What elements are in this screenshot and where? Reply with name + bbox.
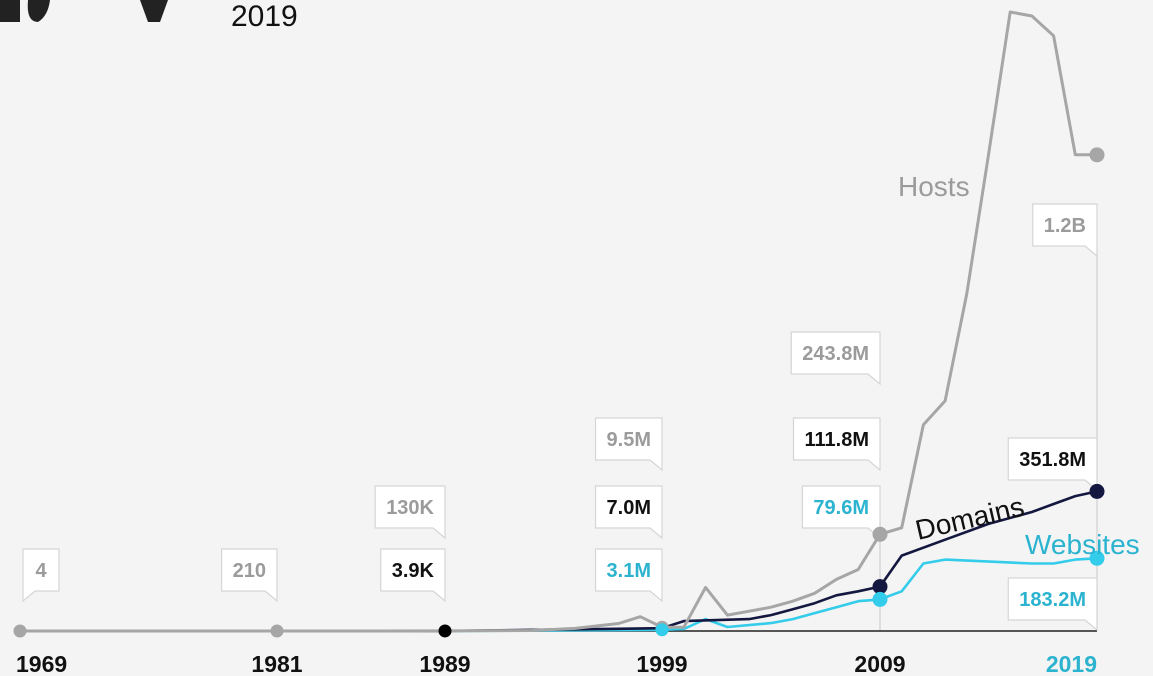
- callout-1999-websites-box: [594, 548, 663, 603]
- marker-websites-2019: [1089, 550, 1105, 566]
- callout-1999-domains-box: [594, 485, 663, 540]
- callout-2009-websites-text: 79.6M: [813, 497, 869, 519]
- marker-hosts-2009: [872, 526, 888, 542]
- marker-hosts-1981: [270, 624, 284, 638]
- x-tick-1981: 1981: [251, 651, 302, 676]
- x-tick-2019: 2019: [1046, 651, 1097, 676]
- callout-2009-hosts-box: [790, 331, 881, 386]
- callout-2019-domains: 351.8M: [1007, 437, 1098, 492]
- callout-2019-hosts-box: [1032, 203, 1098, 258]
- callout-1989-hosts-text: 130K: [386, 497, 434, 519]
- x-tick-1999: 1999: [636, 651, 687, 676]
- x-tick-1969: 1969: [16, 651, 67, 676]
- callout-1999-domains-text: 7.0M: [607, 497, 651, 519]
- series-line-websites: [20, 557, 1098, 633]
- series-line-hosts: [20, 10, 1097, 633]
- callout-2009-domains: 111.8M: [792, 417, 881, 472]
- callout-2019-websites-box: [1007, 577, 1098, 632]
- callout-1999-domains: 7.0M: [594, 485, 663, 540]
- callout-2019-domains-box: [1007, 437, 1098, 492]
- callout-1989-hosts: 130K: [374, 485, 446, 540]
- callout-2009-websites: 79.6M: [801, 485, 881, 540]
- callout-1981-hosts-box: [221, 548, 278, 603]
- callout-2019-hosts-text: 1.2B: [1044, 215, 1086, 237]
- callout-1981-hosts: 210: [221, 548, 278, 603]
- callout-1989-domains-text: 3.9K: [392, 560, 435, 582]
- callout-1969-hosts: 4: [22, 548, 60, 603]
- marker-hosts-2019: [1089, 147, 1105, 163]
- x-tick-1989: 1989: [419, 651, 470, 676]
- callout-1969-hosts-text: 4: [35, 560, 47, 582]
- callout-1999-hosts-box: [594, 417, 663, 472]
- callout-1999-websites-text: 3.1M: [607, 560, 651, 582]
- callout-2019-hosts: 1.2B: [1032, 203, 1098, 258]
- series-label-domains: Domains: [912, 491, 1027, 546]
- x-tick-2009: 2009: [854, 651, 905, 676]
- callout-1981-hosts-text: 210: [233, 560, 266, 582]
- callout-1989-domains: 3.9K: [380, 548, 446, 603]
- marker-domains-2009: [872, 579, 888, 595]
- chart-subtitle: 2019: [231, 0, 298, 33]
- x-tick-labels: 1969 1981 1989 1999 2009 2019: [16, 651, 1097, 676]
- series-label-websites: Websites: [1025, 529, 1140, 560]
- marker-hosts-1989: [438, 624, 452, 638]
- marker-websites-1999: [655, 623, 669, 637]
- marker-hosts-1969: [13, 624, 27, 638]
- series-group: [20, 10, 1098, 633]
- series-label-hosts: Hosts: [898, 171, 970, 202]
- callout-2009-hosts-text: 243.8M: [802, 343, 869, 365]
- callout-2019-websites-text: 183.2M: [1019, 589, 1086, 611]
- callout-2019-websites: 183.2M: [1007, 577, 1098, 632]
- callout-2009-hosts: 243.8M: [790, 331, 881, 386]
- callout-2009-domains-box: [792, 417, 881, 472]
- markers-group: [13, 147, 1105, 638]
- title-fragment: [0, 0, 168, 22]
- callout-1999-websites: 3.1M: [594, 548, 663, 603]
- callout-1969-hosts-box: [22, 548, 60, 603]
- callout-1999-hosts-text: 9.5M: [607, 429, 651, 451]
- callouts-group: 4 210 3.9K 130K 3.1M 7.0M 9.5M 79.6M 111.8M 243.8…: [22, 203, 1098, 632]
- marker-domains-2019: [1089, 483, 1105, 499]
- callout-2009-domains-text: 111.8M: [804, 429, 869, 451]
- callout-1999-hosts: 9.5M: [594, 417, 663, 472]
- callout-2019-domains-text: 351.8M: [1019, 449, 1086, 471]
- marker-websites-2009: [872, 591, 888, 607]
- callout-1989-hosts-box: [374, 485, 446, 540]
- callout-1989-domains-box: [380, 548, 446, 603]
- series-line-domains: [20, 490, 1098, 633]
